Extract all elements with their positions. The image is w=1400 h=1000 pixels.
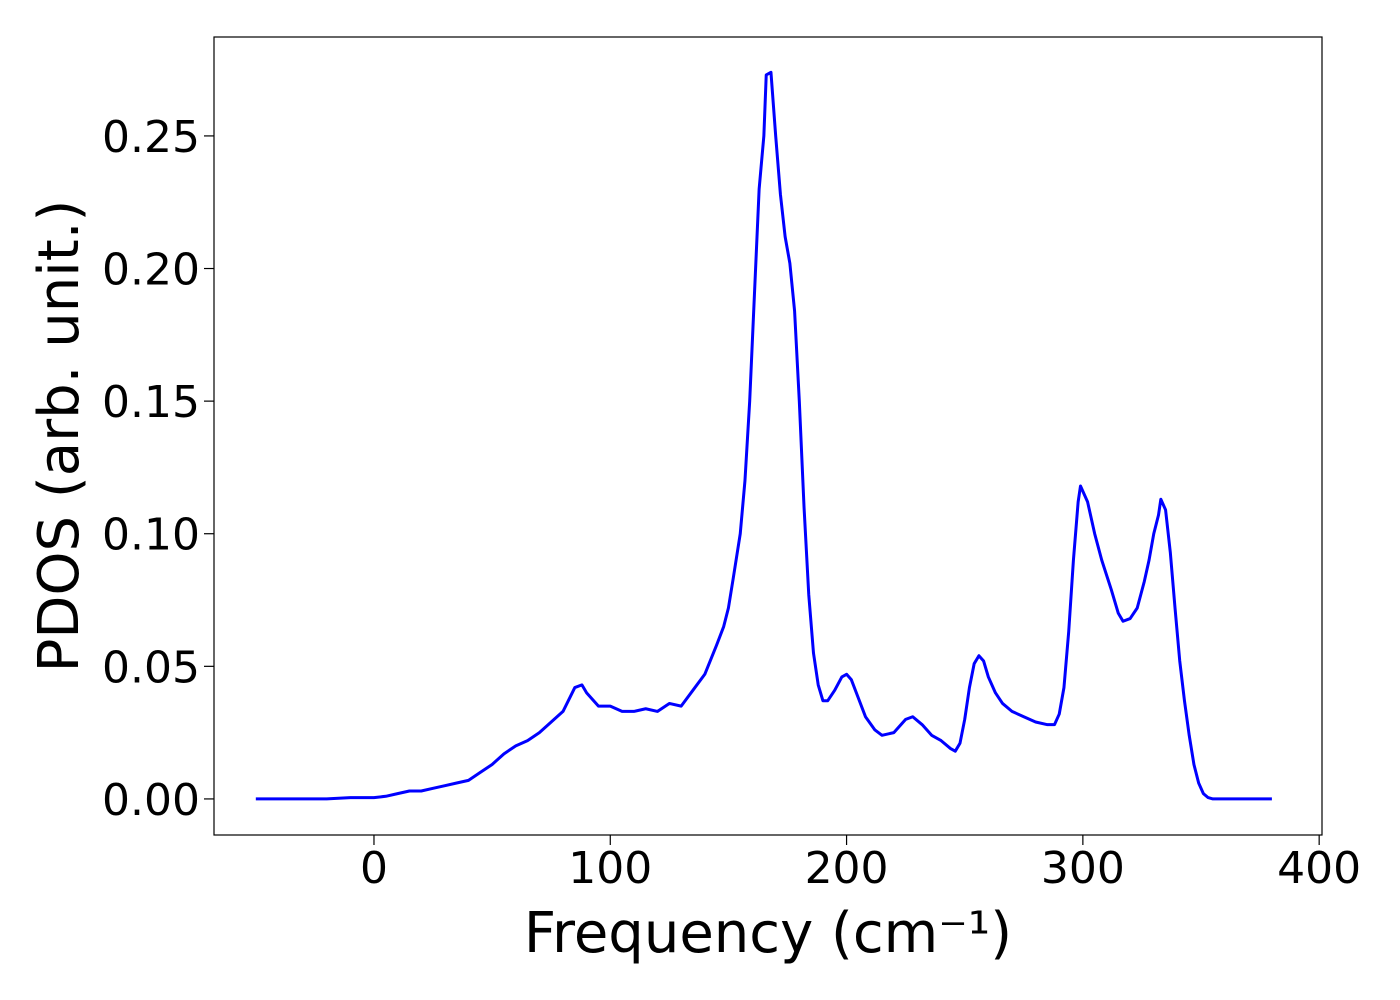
x-tick-label: 300 bbox=[1041, 843, 1125, 894]
data-line bbox=[255, 70, 1272, 801]
x-tick-label: 200 bbox=[805, 843, 889, 894]
x-axis-label: Frequency (cm⁻¹) bbox=[524, 901, 1012, 966]
x-tick-label: 400 bbox=[1277, 843, 1361, 894]
y-tick-label: 0.25 bbox=[102, 112, 200, 163]
x-tick-label: 0 bbox=[360, 843, 388, 894]
y-tick-label: 0.05 bbox=[102, 642, 200, 693]
y-tick-label: 0.00 bbox=[102, 775, 200, 826]
x-tick-label: 100 bbox=[568, 843, 652, 894]
y-tick-label: 0.10 bbox=[102, 510, 200, 561]
y-tick-label: 0.15 bbox=[102, 377, 200, 428]
plot-frame bbox=[213, 36, 1323, 836]
y-tick-label: 0.20 bbox=[102, 245, 200, 296]
y-axis-label: PDOS (arb. unit.) bbox=[27, 200, 92, 673]
